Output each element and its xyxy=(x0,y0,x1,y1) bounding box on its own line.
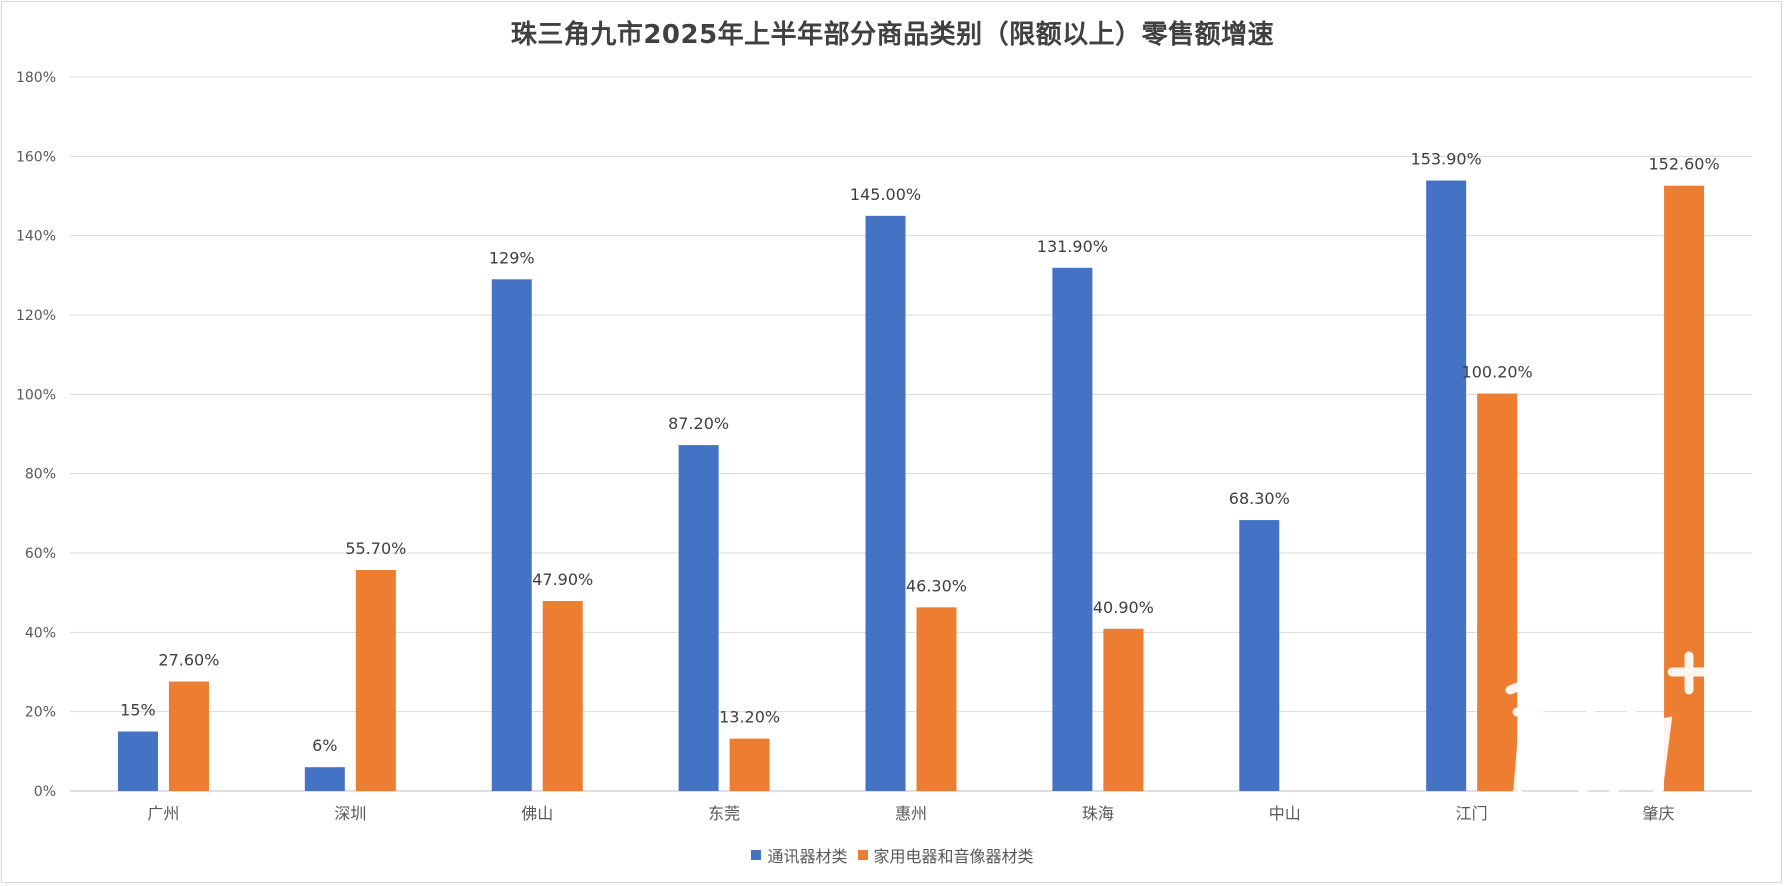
legend-item-series-1: 通讯器材类 xyxy=(751,843,848,867)
legend-label-series-2: 家用电器和音像器材类 xyxy=(873,847,1034,866)
y-tick-label: 0% xyxy=(34,784,56,800)
data-label: 145.00% xyxy=(850,185,921,204)
data-label: 131.90% xyxy=(1037,237,1108,256)
bar-series-2 xyxy=(1103,628,1144,791)
x-tick-label: 江门 xyxy=(1456,804,1488,823)
bar-series-1 xyxy=(865,215,906,792)
y-tick-label: 40% xyxy=(25,625,56,641)
bar-series-2 xyxy=(1664,185,1705,792)
bar-series-1 xyxy=(1426,180,1467,791)
legend-swatch-series-2 xyxy=(857,850,868,860)
y-tick-label: 160% xyxy=(16,149,56,165)
data-label: 40.90% xyxy=(1093,598,1154,617)
bar-series-1 xyxy=(678,445,719,791)
bar-series-2 xyxy=(168,681,209,791)
bar-series-1 xyxy=(1239,520,1280,791)
y-tick-label: 140% xyxy=(16,229,56,245)
x-tick-label: 肇庆 xyxy=(1643,804,1675,823)
x-tick-label: 佛山 xyxy=(521,804,553,823)
bar-series-2 xyxy=(542,600,583,791)
x-tick-label: 珠海 xyxy=(1082,804,1114,823)
bar-series-2 xyxy=(729,738,770,791)
data-label: 13.20% xyxy=(719,708,780,727)
legend-item-series-2: 家用电器和音像器材类 xyxy=(857,843,1034,867)
bar-series-2 xyxy=(1477,393,1518,791)
y-tick-label: 120% xyxy=(16,308,56,324)
y-tick-label: 80% xyxy=(25,467,56,483)
data-label: 55.70% xyxy=(345,539,406,558)
data-label: 15% xyxy=(120,701,156,720)
legend-label-series-1: 通讯器材类 xyxy=(767,847,848,866)
legend: 通讯器材类 家用电器和音像器材类 xyxy=(0,843,1785,867)
data-label: 68.30% xyxy=(1229,489,1290,508)
data-label: 46.30% xyxy=(906,576,967,595)
data-label: 27.60% xyxy=(158,651,219,670)
bar-series-2 xyxy=(916,607,957,791)
bar-series-1 xyxy=(491,279,532,791)
legend-swatch-series-1 xyxy=(751,850,762,860)
y-tick-label: 180% xyxy=(16,70,56,86)
data-label: 129% xyxy=(489,248,535,267)
x-tick-label: 东莞 xyxy=(708,804,740,823)
x-tick-label: 中山 xyxy=(1269,804,1301,823)
data-label: 100.20% xyxy=(1462,363,1533,382)
x-tick-label: 惠州 xyxy=(895,804,927,823)
data-label: 47.90% xyxy=(532,570,593,589)
data-label: 6% xyxy=(312,736,337,755)
x-tick-label: 深圳 xyxy=(334,804,366,823)
x-tick-label: 广州 xyxy=(147,804,179,823)
chart-title: 珠三角九市2025年上半年部分商品类别（限额以上）零售额增速 xyxy=(510,20,1275,50)
data-label: 87.20% xyxy=(668,414,729,433)
watermark-logo xyxy=(1505,651,1712,805)
data-label: 153.90% xyxy=(1411,150,1482,169)
bar-series-1 xyxy=(304,767,345,791)
bar-series-1 xyxy=(117,731,158,791)
y-tick-label: 100% xyxy=(16,387,56,403)
bar-series-1 xyxy=(1052,267,1093,792)
y-tick-label: 20% xyxy=(25,705,56,721)
y-tick-label: 60% xyxy=(25,546,56,562)
data-label: 152.60% xyxy=(1648,155,1719,174)
bar-series-2 xyxy=(355,570,396,791)
